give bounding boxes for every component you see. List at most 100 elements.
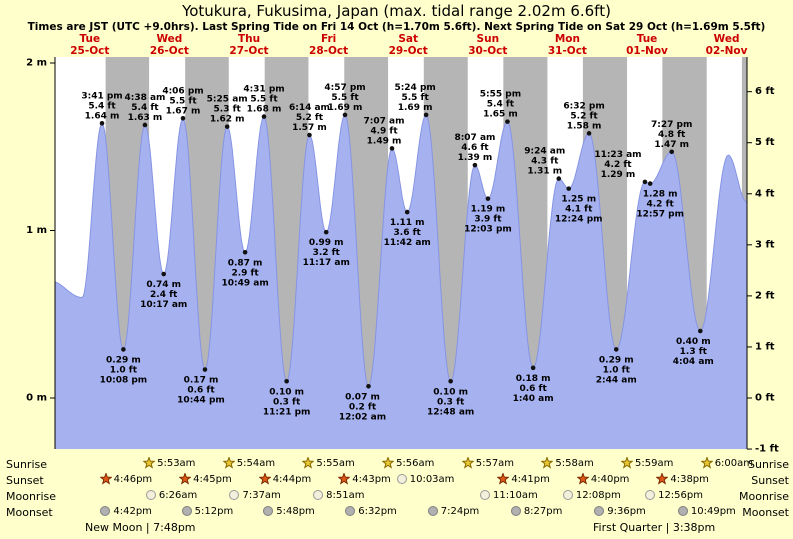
low-tide-annotation: 10:17 am [140,300,187,310]
moonrise-row-label-right: Moonrise [739,490,789,503]
sunrise-entry: 5:54am [222,457,276,469]
high-tide-annotation: 4:06 pm [162,86,203,96]
high-tide-annotation: 6:32 pm [563,101,604,111]
moonset-row-label-left: Moonset [6,506,53,519]
tide-point-dot [242,249,248,255]
day-date: 29-Oct [388,45,428,58]
sunset-star-icon [656,473,669,485]
low-tide-annotation: 11:21 pm [263,407,311,417]
moonset-circle-shape [181,506,192,516]
high-tide-annotation: 1.29 m [601,170,636,180]
sunset-star-icon [497,473,510,485]
sunset-star-icon [99,473,112,485]
high-tide-annotation: 4:38 am [124,93,165,103]
day-label: Wed 26-Oct [137,33,201,57]
low-tide-annotation: 3.9 ft [474,215,502,225]
sunrise-time: 5:58am [555,457,594,469]
moonrise-circle-icon [480,490,491,500]
sunset-time: 4:43pm [352,473,391,485]
sunset-star-shape [258,473,271,485]
sunrise-time: 5:59am [635,457,674,469]
sunrise-entry: 6:00am [700,457,753,469]
high-tide-annotation: 5.4 ft [88,101,116,111]
low-tide-annotation: 0.6 ft [519,384,547,394]
low-tide-annotation: 1.28 m [643,190,678,200]
moonset-time: 9:36pm [607,505,646,517]
moonrise-circle-icon [313,490,324,500]
high-tide-annotation: 5.4 ft [131,103,159,113]
sunset-star-shape [338,473,351,485]
sunset-time: 4:46pm [113,473,153,485]
sunrise-star-icon [621,457,634,469]
day-label: Tue 25-Oct [58,33,122,57]
day-label: Fri 28-Oct [297,33,361,57]
sunrise-time: 5:54am [236,457,276,469]
moonrise-circle-shape [313,490,324,500]
sunrise-star-shape [700,457,713,469]
sunrise-star-icon [222,457,235,469]
high-tide-annotation: 5.5 ft [250,95,278,105]
high-tide-annotation: 5.2 ft [570,111,598,121]
day-name: Mon [554,33,580,45]
sunrise-star-shape [302,457,315,469]
sunset-time: 4:41pm [511,473,550,485]
low-tide-annotation: 3.6 ft [394,228,422,238]
low-tide-annotation: 0.2 ft [349,402,377,412]
low-tide-annotation: 11:17 am [303,258,350,268]
tide-point-dot [284,378,289,384]
low-tide-annotation: 4.2 ft [647,200,675,210]
sunrise-entry: 5:58am [541,457,594,469]
sunset-star-shape [576,473,589,485]
y-axis-right-label: 3 ft [755,239,775,250]
high-tide-annotation: 7:07 am [364,116,405,126]
sunset-time: 10:03am [409,473,455,485]
y-axis-left-label: 1 m [26,225,47,236]
low-tide-annotation: 0.3 ft [273,397,301,407]
low-tide-annotation: 0.18 m [516,374,551,384]
high-tide-annotation: 1.39 m [458,153,493,163]
sunset-star-shape [656,473,669,485]
page-title: Yotukura, Fukusima, Japan (max. tidal ra… [182,2,611,20]
moonset-circle-shape [427,506,438,516]
day-name: Tue [636,33,658,45]
moonset-entry: 10:49pm [677,505,736,517]
moonrise-time: 6:26am [158,489,198,501]
high-tide-annotation: 4.6 ft [461,143,489,153]
moonset-time: 5:48pm [276,505,315,517]
sunrise-entry: 5:59am [621,457,673,469]
high-tide-annotation: 5:24 pm [394,83,435,93]
sunset-star-shape [179,473,192,485]
high-tide-annotation: 1.57 m [292,123,327,133]
y-axis-right-label: -1 ft [755,444,779,455]
high-tide-annotation: 5:55 pm [480,90,521,100]
low-tide-annotation: 1.11 m [390,218,425,228]
day-name: Thu [237,33,261,45]
low-tide-annotation: 1.0 ft [110,365,138,375]
moonset-entry: 5:48pm [262,505,315,517]
sunrise-star-shape [382,457,395,469]
tide-curve [55,114,747,388]
day-date: 26-Oct [149,45,189,58]
tide-point-dot [647,181,653,186]
day-name: Sun [476,33,500,45]
moonset-entry: 9:36pm [593,505,646,517]
moonset-circle-icon [427,506,438,516]
tide-point-dot [323,229,329,235]
day-name: Wed [713,33,740,45]
day-label: Wed 02-Nov [695,33,759,57]
moonrise-entry: 6:26am [145,489,197,501]
low-tide-annotation: 0.10 m [269,387,304,397]
y-axis-right-label: 2 ft [755,290,775,301]
high-tide-annotation: 1.49 m [367,136,402,146]
moonrise-circle-shape [562,490,573,500]
low-tide-annotation: 12:02 am [339,412,386,422]
low-tide-annotation: 3.2 ft [313,248,341,258]
low-tide-annotation: 1.0 ft [603,365,631,375]
low-tide-annotation: 0.40 m [676,337,711,347]
moonset-circle-shape [594,506,605,516]
low-tide-annotation: 1.19 m [471,205,506,215]
day-label: Thu 27-Oct [217,33,281,57]
sunset-star-icon [338,473,351,485]
low-tide-annotation: 10:44 pm [177,396,225,406]
